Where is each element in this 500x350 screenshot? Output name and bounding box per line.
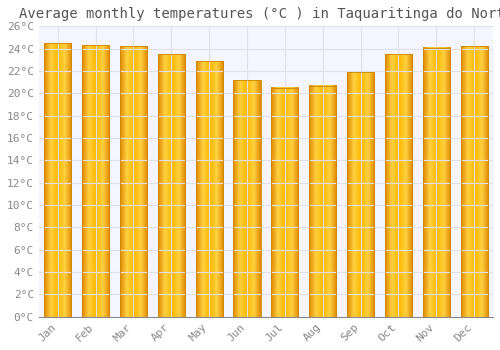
Bar [271, 88, 298, 317]
Bar [309, 85, 336, 317]
Bar [460, 47, 488, 317]
Bar [44, 43, 72, 317]
Bar [158, 54, 185, 317]
Bar [385, 54, 412, 317]
Bar [234, 80, 260, 317]
Bar [82, 45, 109, 317]
Bar [422, 48, 450, 317]
Bar [120, 47, 147, 317]
Bar [196, 61, 223, 317]
Bar [347, 72, 374, 317]
Title: Average monthly temperatures (°C ) in Taquaritinga do Norte: Average monthly temperatures (°C ) in Ta… [19, 7, 500, 21]
